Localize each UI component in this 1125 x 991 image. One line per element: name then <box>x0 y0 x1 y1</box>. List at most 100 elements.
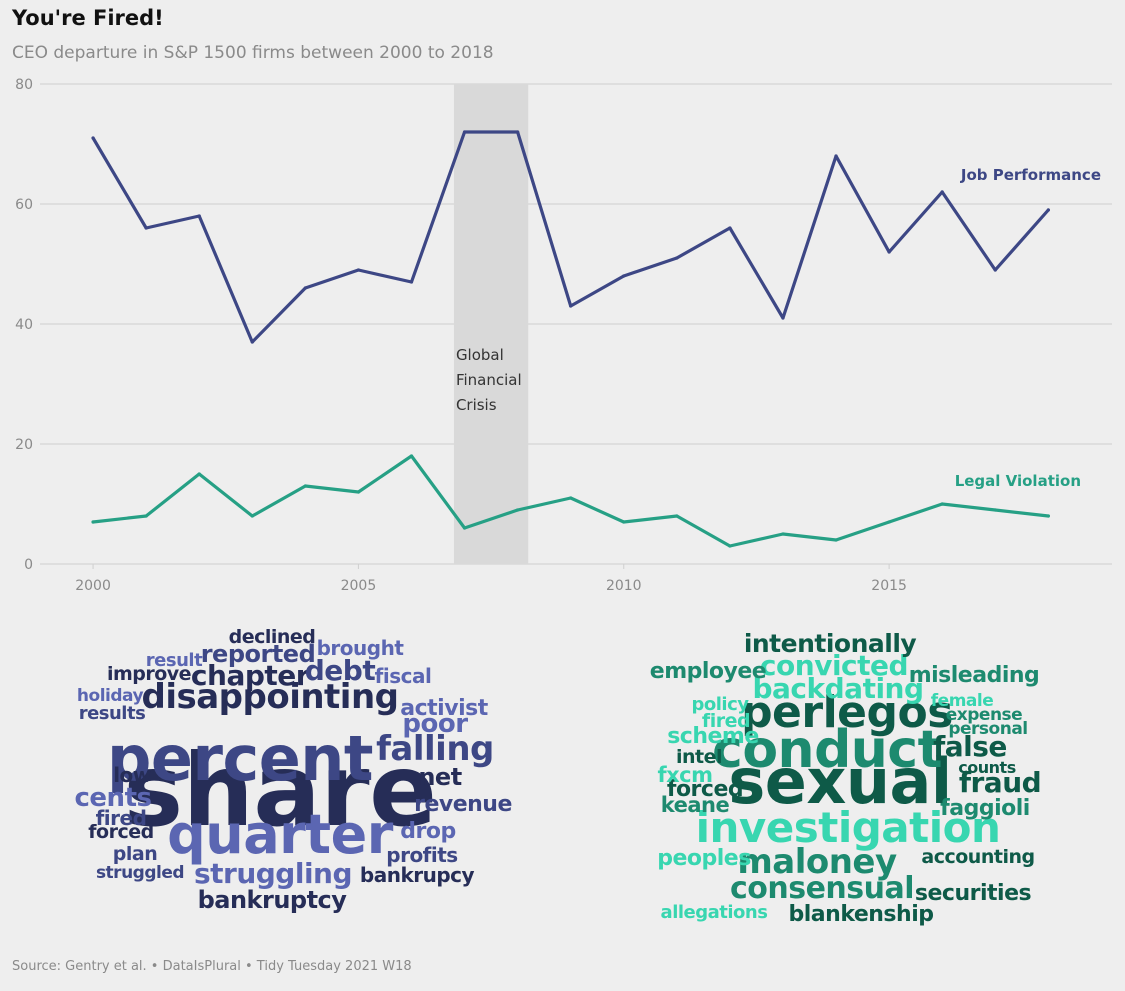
wordcloud-word: brought <box>317 636 405 660</box>
wordcloud-word: holiday <box>77 686 144 706</box>
wordcloud-word: revenue <box>414 792 512 817</box>
wordcloud-word: struggling <box>194 857 352 890</box>
x-tick-label: 2015 <box>871 578 907 594</box>
wordcloud-word: declined <box>229 626 316 648</box>
crisis-label: Financial <box>456 371 522 389</box>
wordcloud-word: sexual <box>728 745 951 818</box>
wordcloud-word: struggled <box>96 863 184 883</box>
wordcloud-word: falling <box>376 729 494 769</box>
data-point <box>91 136 95 140</box>
wordcloud-word: personal <box>948 719 1027 739</box>
data-point <box>940 190 944 194</box>
data-point <box>675 256 679 260</box>
data-point <box>569 496 573 500</box>
wordcloud-word: chapter <box>191 659 310 692</box>
wordcloud-word: perlegos <box>741 687 953 738</box>
data-point <box>516 130 520 134</box>
wordcloud-word: peoples <box>657 846 751 871</box>
data-point <box>887 250 891 254</box>
x-tick-label: 2005 <box>341 578 377 594</box>
wordcloud-word: improve <box>107 663 191 685</box>
wordcloud-word: plan <box>113 843 157 865</box>
line-chart: Global Financial Crisis 0 20 40 60 80 2000 2005… <box>15 77 1112 594</box>
wordcloud-word: backdating <box>752 672 923 705</box>
series-lines <box>91 130 1050 548</box>
wordcloud-word: intel <box>676 746 722 768</box>
data-point <box>940 502 944 506</box>
crisis-label: Crisis <box>456 396 497 414</box>
wordcloud-word: scheme <box>667 724 759 749</box>
data-point <box>409 454 414 458</box>
wordcloud-word: blankenship <box>789 902 934 927</box>
wordcloud-word: intentionally <box>744 629 917 658</box>
wordcloud-word: poor <box>402 709 468 739</box>
source-caption: Source: Gentry et al. • DataIsPlural • T… <box>12 959 412 974</box>
data-point <box>91 520 95 524</box>
wordcloud-word: bankrupcy <box>360 863 475 887</box>
data-point <box>303 484 307 488</box>
series-line <box>91 454 1050 548</box>
gridlines <box>40 83 1112 565</box>
wordcloud-word: activist <box>400 696 488 721</box>
y-tick-label: 0 <box>24 557 33 573</box>
wordcloud-word: debt <box>305 654 376 687</box>
series-label: Legal Violation <box>955 472 1081 490</box>
wordcloud-word: fxcm <box>657 763 712 787</box>
wordcloud-word: fired <box>702 710 750 732</box>
data-point <box>622 274 626 278</box>
data-point <box>516 508 520 512</box>
data-point <box>728 226 732 230</box>
wordcloud-word: reported <box>201 640 316 668</box>
y-tick-label: 20 <box>15 437 33 453</box>
wordcloud-word: fiscal <box>375 664 432 688</box>
y-tick-label: 60 <box>15 197 33 213</box>
series-line <box>91 130 1050 344</box>
wordcloud-word: false <box>933 730 1007 763</box>
y-tick-label: 80 <box>15 77 33 93</box>
wordcloud-word: forced <box>667 777 743 802</box>
wordcloud-word: percent <box>107 722 373 795</box>
chart-title: You're Fired! <box>12 6 164 30</box>
data-point <box>356 490 361 494</box>
wordcloud-word: disappointing <box>141 677 398 717</box>
wordcloud-word: result <box>146 650 203 671</box>
data-point <box>462 526 467 530</box>
data-point <box>1046 208 1050 212</box>
wordcloud-word: profits <box>386 843 457 867</box>
wordcloud-word: faggioli <box>940 796 1030 821</box>
data-point <box>356 268 361 272</box>
wordcloud-word: securities <box>915 881 1032 906</box>
data-point <box>993 508 997 512</box>
wordcloud-word: investigation <box>696 803 1001 852</box>
wordcloud-word: accounting <box>921 846 1034 868</box>
data-point <box>144 226 148 230</box>
wordcloud-word: share <box>124 732 437 849</box>
wordcloud-word: expense <box>946 705 1022 725</box>
data-point <box>781 316 785 320</box>
data-point <box>622 520 626 524</box>
data-point <box>462 130 467 134</box>
data-point <box>409 280 414 284</box>
wordcloud-word: cents <box>75 783 152 813</box>
wordcloud-word: employee <box>650 659 766 684</box>
crisis-shade <box>453 84 529 564</box>
wordcloud-word: drop <box>400 819 455 844</box>
data-point <box>197 472 201 476</box>
wordcloud-word: maloney <box>737 842 897 882</box>
wordcloud-word: results <box>79 703 146 724</box>
wordcloud-word: bankruptcy <box>198 886 348 914</box>
wordcloud-word: allegations <box>661 902 768 923</box>
data-point <box>993 268 997 272</box>
x-axis: 2000 2005 2010 2015 <box>75 564 907 594</box>
wordcloud-word: quarter <box>167 803 394 866</box>
x-tick-label: 2010 <box>606 578 642 594</box>
data-point <box>834 154 838 158</box>
wordcloud-word: policy <box>692 694 750 715</box>
data-point <box>675 514 679 518</box>
data-point <box>303 286 307 290</box>
crisis-band: Global Financial Crisis <box>453 84 529 564</box>
wordcloud-word: convicted <box>760 649 908 682</box>
